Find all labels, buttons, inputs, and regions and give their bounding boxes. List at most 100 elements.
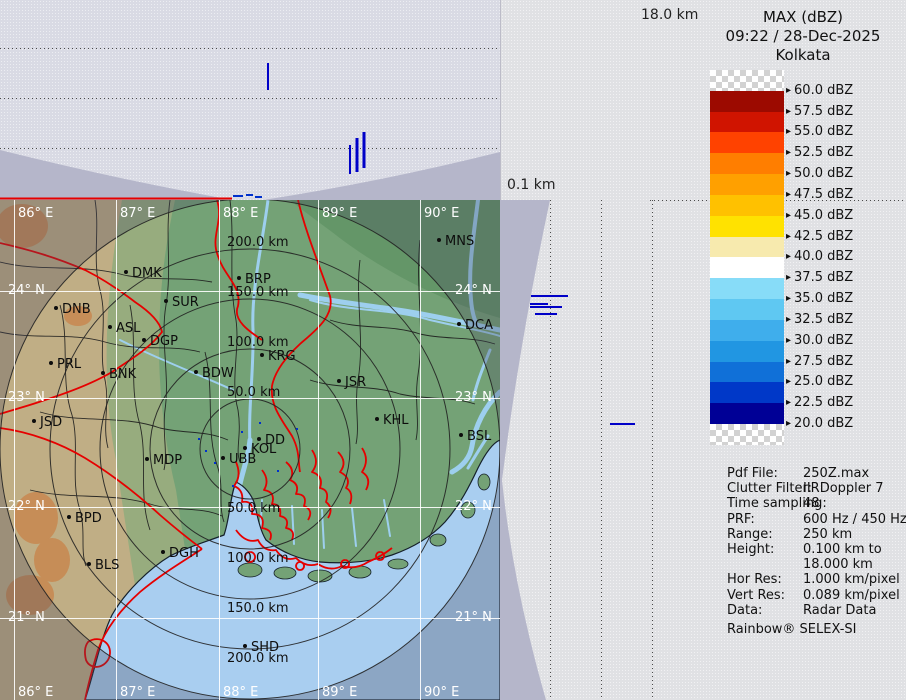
- city-dot: [260, 353, 264, 357]
- scale-tick-arrow-icon: ▸: [786, 126, 792, 138]
- city-label: DD: [265, 433, 285, 448]
- metadata-row: Clutter Filter: IIRDoppler 7: [727, 481, 903, 496]
- echo-speck: [198, 438, 200, 440]
- city-dot: [87, 562, 91, 566]
- scale-label-text: 60.0 dBZ: [794, 82, 854, 98]
- scale-tick-arrow-icon: ▸: [786, 188, 792, 200]
- scale-label: ▸ 55.0 dBZ: [786, 124, 853, 139]
- city-label: DGP: [150, 334, 178, 349]
- scale-label-text: 30.0 dBZ: [794, 332, 854, 348]
- scale-band: [710, 382, 784, 404]
- metadata-value: 1.000 km/pixel: [803, 572, 900, 588]
- metadata-row: 18.000 km: [727, 557, 903, 572]
- city-dot: [164, 299, 168, 303]
- scale-label-text: 50.0 dBZ: [794, 166, 854, 182]
- scale-band: [710, 361, 784, 383]
- terrain-high-patches: [0, 204, 92, 615]
- city-dot: [32, 419, 36, 423]
- metadata-label: Clutter Filter:: [727, 481, 812, 497]
- scale-band: [710, 278, 784, 300]
- top-cross-section-svg: [0, 48, 500, 200]
- metadata-row: Data: Radar Data: [727, 603, 903, 618]
- city-label: BLS: [95, 558, 119, 573]
- scale-band: [710, 299, 784, 320]
- metadata-row: Time sampling: 48: [727, 496, 903, 511]
- city-dot: [237, 276, 241, 280]
- product-metadata: Pdf File: 250Z.max Clutter Filter: IIRDoppl…: [727, 466, 906, 637]
- metadata-value: IIRDoppler 7: [803, 481, 884, 497]
- scale-tick-arrow-icon: ▸: [786, 355, 792, 367]
- city-dot: [459, 433, 463, 437]
- district-boundaries: [0, 200, 496, 567]
- metadata-rows: Pdf File: 250Z.max Clutter Filter: IIRDoppl…: [727, 466, 906, 618]
- city-dot: [101, 371, 105, 375]
- ring-label-north: 200.0 km: [227, 235, 289, 250]
- max-height-axis-label: 18.0 km: [641, 7, 699, 23]
- ring-label-north: 50.0 km: [227, 385, 280, 400]
- scale-label-text: 55.0 dBZ: [794, 124, 854, 140]
- longitude-label-bottom: 89° E: [322, 685, 357, 700]
- rivers: [119, 200, 500, 549]
- scale-band: [710, 174, 784, 195]
- height-gridlines: [0, 48, 500, 149]
- latitude-label-left: 24° N: [8, 283, 45, 298]
- right-panel-echoes: [530, 295, 635, 425]
- metadata-row: Hor Res: 1.000 km/pixel: [727, 572, 903, 587]
- scale-label-text: 52.5 dBZ: [794, 145, 854, 161]
- metadata-value: 600 Hz / 450 Hz: [803, 511, 906, 527]
- scale-label: ▸ 27.5 dBZ: [786, 354, 853, 369]
- metadata-label: Hor Res:: [727, 572, 782, 588]
- scale-label: ▸ 37.5 dBZ: [786, 270, 853, 285]
- latitude-label-right: 21° N: [455, 610, 492, 625]
- scale-label: ▸ 42.5 dBZ: [786, 229, 853, 244]
- beam-blind-wedges: [500, 200, 550, 700]
- scale-band: [710, 236, 784, 258]
- scale-label: ▸ 45.0 dBZ: [786, 208, 853, 223]
- city-label: MNS: [445, 234, 474, 249]
- out-of-range-dim: [0, 200, 500, 700]
- radar-map-panel: 86° E 86° E 87° E 87° E 88° E 88° E 89° E 89° E…: [0, 200, 500, 700]
- city-label: SHD: [251, 640, 279, 655]
- city-dot: [49, 361, 53, 365]
- longitude-label-top: 86° E: [18, 206, 53, 221]
- longitude-label-bottom: 86° E: [18, 685, 53, 700]
- range-ring: [149, 348, 351, 550]
- echo-speck: [296, 428, 298, 430]
- scale-label-text: 42.5 dBZ: [794, 228, 854, 244]
- city-label: KOL: [251, 442, 277, 457]
- city-dot: [437, 238, 441, 242]
- metadata-row: PRF: 600 Hz / 450 Hz: [727, 511, 906, 527]
- ring-label-south: 50.0 km: [227, 501, 280, 516]
- city-dot: [108, 325, 112, 329]
- scale-tick-arrow-icon: ▸: [786, 293, 792, 305]
- city-label: BDW: [202, 366, 234, 381]
- metadata-value: 48: [803, 496, 820, 512]
- scale-band-transparent-bottom: [710, 424, 784, 445]
- city-dot: [337, 379, 341, 383]
- product-datetime: 09:22 / 28-Dec-2025: [725, 27, 881, 45]
- echo-speck: [205, 450, 207, 452]
- city-dot: [54, 306, 58, 310]
- city-label: DNB: [62, 302, 91, 317]
- scale-label: ▸ 20.0 dBZ: [786, 416, 853, 431]
- longitude-label-bottom: 90° E: [424, 685, 459, 700]
- scale-tick-arrow-icon: ▸: [786, 397, 792, 409]
- map-echo-specks: [198, 422, 298, 487]
- legend-column: MAX (dBZ) 09:22 / 28-Dec-2025 Kolkata ▸ 6…: [700, 0, 906, 700]
- forest-northeast-zone: [290, 200, 500, 318]
- scale-tick-arrow-icon: ▸: [786, 272, 792, 284]
- scale-tick-arrow-icon: ▸: [786, 147, 792, 159]
- city-dot: [243, 446, 247, 450]
- city-label: UBB: [229, 452, 256, 467]
- terrain-tan-zone: [0, 200, 152, 700]
- echo-speck: [241, 431, 243, 433]
- scale-band: [710, 194, 784, 216]
- scale-tick-arrow-icon: ▸: [786, 209, 792, 221]
- scale-tick-arrow-icon: ▸: [786, 230, 792, 242]
- radar-map-svg: 86° E 86° E 87° E 87° E 88° E 88° E 89° E 89° E…: [0, 200, 500, 700]
- city-label: DGH: [169, 546, 199, 561]
- city-label: KHL: [383, 413, 409, 428]
- ring-label-south: 200.0 km: [227, 651, 289, 666]
- scale-label: ▸ 52.5 dBZ: [786, 145, 853, 160]
